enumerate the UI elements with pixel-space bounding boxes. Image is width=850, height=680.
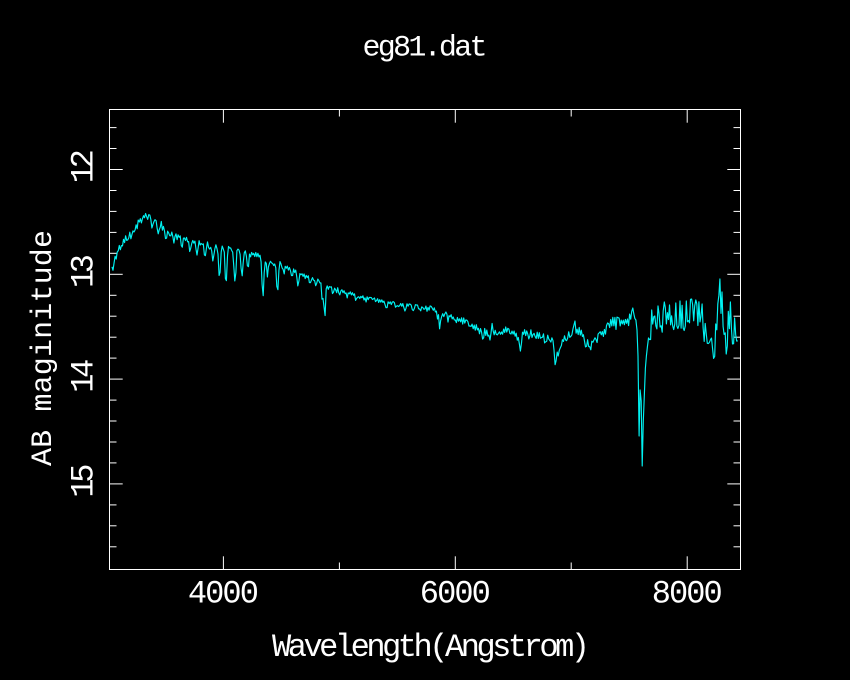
svg-text:12: 12 — [66, 149, 103, 183]
svg-text:AB maginitude: AB maginitude — [27, 230, 61, 466]
svg-text:Wavelength(Angstrom): Wavelength(Angstrom) — [272, 629, 590, 666]
svg-text:14: 14 — [66, 359, 103, 393]
svg-text:eg81.dat: eg81.dat — [363, 31, 488, 65]
svg-text:4000: 4000 — [188, 575, 259, 612]
svg-text:13: 13 — [66, 254, 103, 288]
svg-text:8000: 8000 — [652, 575, 723, 612]
svg-text:6000: 6000 — [420, 575, 491, 612]
svg-text:15: 15 — [66, 464, 103, 498]
